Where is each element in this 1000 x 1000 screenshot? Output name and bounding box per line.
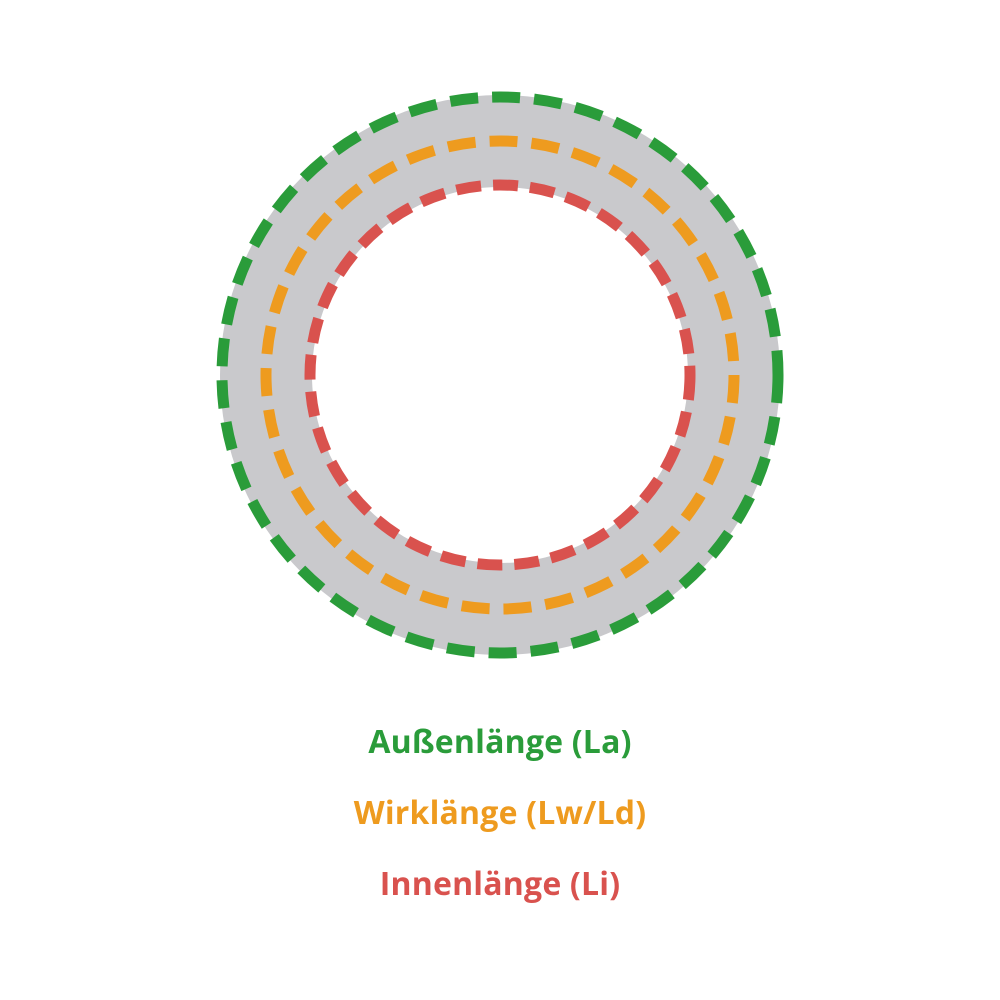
ring-svg	[210, 85, 790, 665]
legend-outer-length: Außenlänge (La)	[368, 720, 631, 763]
legend: Außenlänge (La) Wirklänge (Lw/Ld) Innenl…	[354, 720, 647, 905]
legend-effective-length: Wirklänge (Lw/Ld)	[354, 791, 647, 834]
legend-inner-length: Innenlänge (Li)	[380, 862, 621, 905]
belt-ring-diagram	[210, 85, 790, 665]
inner-circle	[310, 185, 690, 565]
